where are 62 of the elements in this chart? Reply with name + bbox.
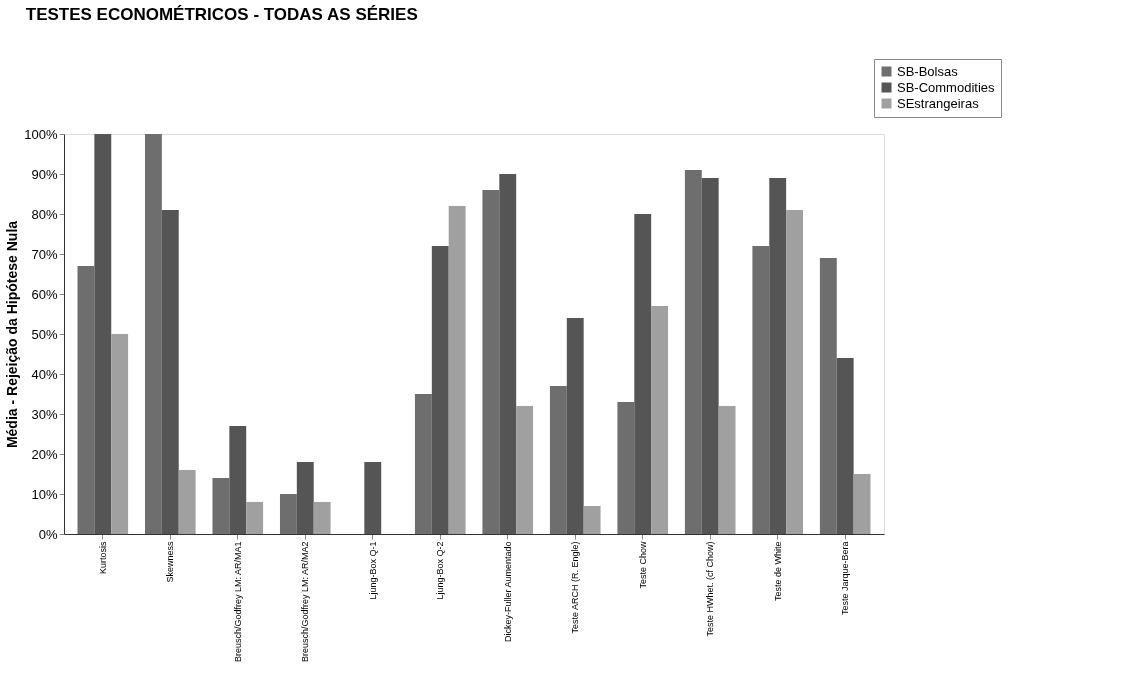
bar xyxy=(566,318,584,534)
bar xyxy=(651,306,669,534)
y-tick-label: 20% xyxy=(31,446,58,462)
bar xyxy=(836,358,854,534)
bar xyxy=(718,406,736,534)
bar xyxy=(786,210,804,534)
x-tick-label: Ljung-Box Q-2 xyxy=(435,541,446,600)
bar xyxy=(144,134,162,534)
bar xyxy=(313,502,331,534)
bar xyxy=(819,258,837,534)
bar xyxy=(448,206,466,534)
x-tick-label: Teste Chow xyxy=(637,541,648,589)
legend-label: SEstrangeiras xyxy=(897,95,980,111)
chart-title: TESTES ECONOMÉTRICOS - TODAS AS SÉRIES xyxy=(25,4,418,24)
bar xyxy=(583,506,601,534)
x-tick-label: Skewness xyxy=(165,541,176,583)
bar xyxy=(414,394,432,534)
y-tick-label: 80% xyxy=(31,206,58,222)
bar xyxy=(212,478,230,534)
bar xyxy=(296,462,314,534)
x-tick-label: Breusch/Godfrey LM: AR/MA1 xyxy=(232,541,243,663)
bar xyxy=(549,386,567,534)
y-axis-title: Média - Rejeição da Hipótese Nula xyxy=(4,220,21,449)
x-tick-label: Teste Jarque-Bera xyxy=(840,541,851,616)
bar xyxy=(229,426,247,534)
bar xyxy=(769,178,787,534)
bar xyxy=(111,334,129,534)
bar xyxy=(246,502,264,534)
bar xyxy=(516,406,534,534)
bar xyxy=(364,462,382,534)
x-tick-label: Teste ARCH (R. Engle) xyxy=(570,541,581,634)
legend-label: SB-Commodities xyxy=(897,79,996,95)
bar xyxy=(499,174,517,534)
bar xyxy=(279,494,297,534)
bar xyxy=(617,402,635,534)
bar xyxy=(94,134,112,534)
y-tick-label: 30% xyxy=(31,406,58,422)
y-tick-label: 40% xyxy=(31,366,58,382)
x-tick-label: Kurtosis xyxy=(97,541,108,575)
bar xyxy=(634,214,652,534)
bar xyxy=(482,190,500,534)
y-tick-label: 10% xyxy=(31,486,58,502)
legend-label: SB-Bolsas xyxy=(897,63,959,79)
y-tick-label: 70% xyxy=(31,246,58,262)
bar xyxy=(701,178,719,534)
x-tick-label: Teste HWhet. (cf Chow) xyxy=(705,541,716,637)
y-tick-label: 0% xyxy=(38,526,58,542)
y-tick-label: 100% xyxy=(24,126,58,142)
y-tick-label: 90% xyxy=(31,166,58,182)
bar xyxy=(431,246,449,534)
bar xyxy=(77,266,95,534)
y-tick-label: 50% xyxy=(31,326,58,342)
bar xyxy=(684,170,702,534)
x-tick-label: Breusch/Godfrey LM: AR/MA2 xyxy=(300,541,311,663)
bar xyxy=(853,474,871,534)
x-tick-label: Teste de White xyxy=(772,541,783,602)
x-tick-label: Ljung-Box Q-1 xyxy=(367,541,378,600)
y-tick-label: 60% xyxy=(31,286,58,302)
bar xyxy=(178,470,196,534)
bar xyxy=(752,246,770,534)
x-tick-label: Dickey-Fuller Aumentado xyxy=(502,541,513,643)
bar xyxy=(161,210,179,534)
